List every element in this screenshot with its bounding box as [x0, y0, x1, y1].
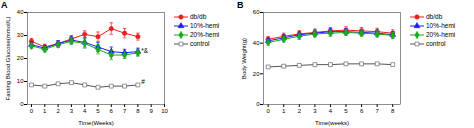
svg-text:8: 8 — [391, 108, 395, 114]
svg-text:20: 20 — [17, 55, 24, 61]
svg-text:5: 5 — [344, 108, 348, 114]
svg-text:8: 8 — [136, 108, 140, 114]
html-text:control: control — [426, 40, 446, 47]
svg-text:2: 2 — [298, 108, 302, 114]
svg-text:10: 10 — [17, 78, 24, 84]
svg-text:Body Weight(g): Body Weight(g) — [241, 38, 247, 79]
svg-text:5: 5 — [96, 108, 100, 114]
svg-text:3: 3 — [70, 108, 74, 114]
svg-text:0: 0 — [20, 101, 24, 107]
html-text:10%-hemi: 10%-hemi — [190, 22, 220, 29]
svg-text:0: 0 — [266, 108, 270, 114]
svg-text:Fasting Blood Glucose(mmol/L): Fasting Blood Glucose(mmol/L) — [5, 16, 11, 100]
html-text:db/db: db/db — [190, 13, 207, 20]
svg-text:#: # — [141, 78, 145, 85]
svg-text:7: 7 — [123, 108, 127, 114]
svg-text:2: 2 — [56, 108, 60, 114]
svg-text:0: 0 — [256, 101, 260, 107]
svg-text:4: 4 — [329, 108, 333, 114]
svg-text:3: 3 — [313, 108, 317, 114]
svg-text:30: 30 — [17, 32, 24, 38]
svg-text:60: 60 — [253, 9, 260, 15]
svg-text:20: 20 — [253, 71, 260, 77]
svg-text:1: 1 — [43, 108, 47, 114]
svg-text:6: 6 — [360, 108, 364, 114]
svg-text:6: 6 — [110, 108, 114, 114]
html-text:B: B — [237, 0, 244, 10]
svg-text:40: 40 — [17, 9, 24, 15]
html-text:20%-hemi: 20%-hemi — [190, 31, 220, 38]
html-text:A: A — [1, 0, 8, 10]
svg-text:Time(weeks): Time(weeks) — [315, 120, 349, 126]
svg-text:1: 1 — [282, 108, 286, 114]
svg-text:*&: *& — [141, 47, 149, 54]
html-text:10%-hemi: 10%-hemi — [426, 22, 456, 29]
svg-text:Time(Weeks): Time(Weeks) — [78, 120, 113, 126]
svg-text:10: 10 — [161, 108, 168, 114]
html-text:db/db: db/db — [426, 13, 443, 20]
svg-text:7: 7 — [375, 108, 379, 114]
html-text:control: control — [190, 40, 210, 47]
svg-text:0: 0 — [30, 108, 34, 114]
svg-text:9: 9 — [150, 108, 154, 114]
html-text:20%-hemi: 20%-hemi — [426, 31, 456, 38]
svg-text:4: 4 — [83, 108, 87, 114]
svg-text:40: 40 — [253, 40, 260, 46]
